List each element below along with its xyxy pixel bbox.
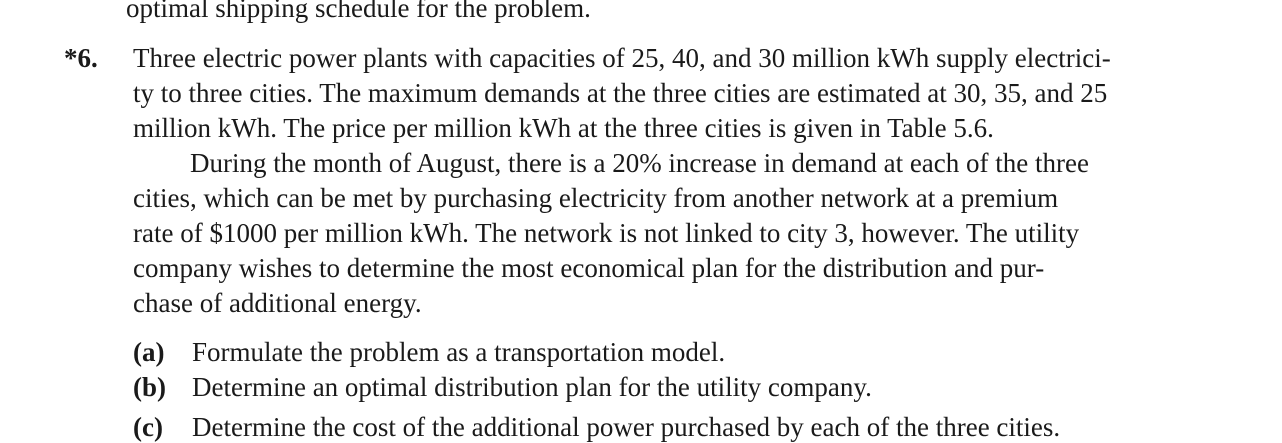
part-b-label: (b) — [133, 372, 166, 402]
previous-problem-text: optimal shipping schedule for the proble… — [126, 0, 591, 23]
part-c-text: Determine the cost of the additional pow… — [192, 412, 1061, 442]
paragraph1-line2: ty to three cities. The maximum demands … — [133, 78, 1108, 108]
part-c-label: (c) — [133, 412, 163, 442]
paragraph2-line5: chase of additional energy. — [133, 288, 422, 318]
paragraph2-line4: company wishes to determine the most eco… — [133, 253, 1045, 283]
paragraph2-line2: cities, which can be met by purchasing e… — [133, 183, 1059, 213]
paragraph1-line3: million kWh. The price per million kWh a… — [133, 113, 994, 143]
paragraph2-line1: During the month of August, there is a 2… — [190, 148, 1089, 178]
part-a-label: (a) — [133, 337, 165, 367]
part-a-text: Formulate the problem as a transportatio… — [192, 337, 726, 367]
problem-number: *6. — [64, 43, 98, 73]
part-b-text: Determine an optimal distribution plan f… — [192, 372, 872, 402]
paragraph2-line3: rate of $1000 per million kWh. The netwo… — [133, 218, 1080, 248]
paragraph1-line1: Three electric power plants with capacit… — [133, 43, 1111, 73]
